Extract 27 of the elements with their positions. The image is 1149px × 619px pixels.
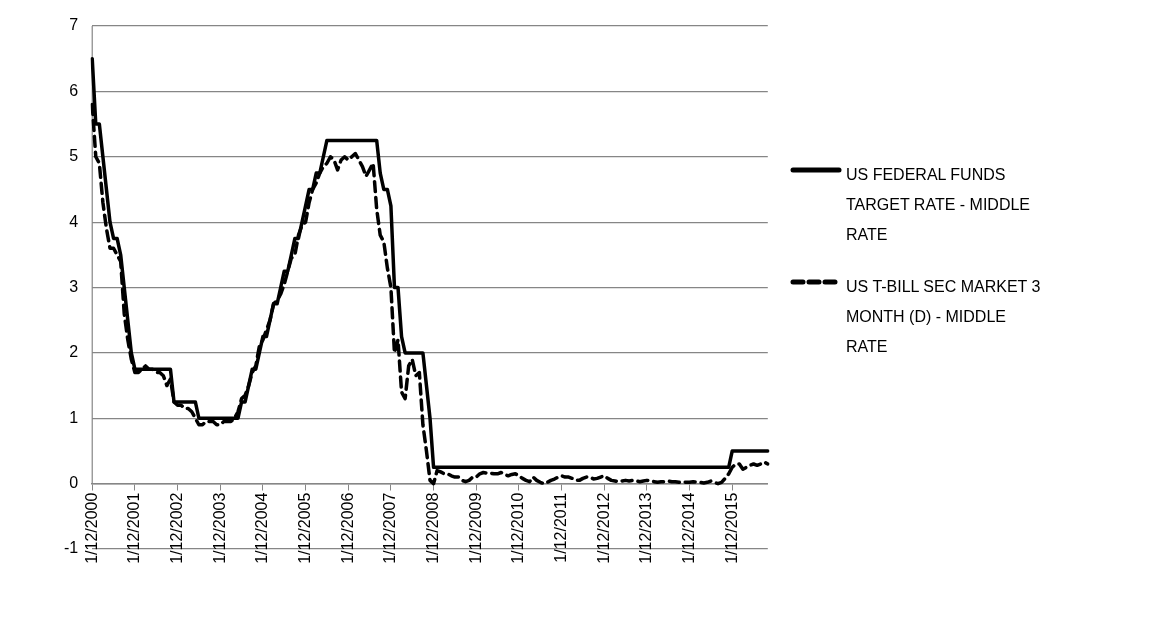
- x-tick-label: 1/12/2002: [167, 492, 185, 564]
- y-tick-label: 2: [69, 343, 79, 361]
- y-tick-label: 0: [69, 474, 79, 492]
- y-tick-label: 4: [69, 212, 79, 230]
- x-tick-label: 1/12/2005: [295, 492, 313, 564]
- x-tick-label: 1/12/2014: [679, 492, 697, 564]
- y-tick-label: 3: [69, 277, 79, 295]
- y-tick-label: 1: [69, 408, 79, 426]
- x-tick-label: 1/12/2015: [722, 492, 740, 564]
- y-tick-label: 6: [69, 81, 79, 99]
- y-tick-label: 7: [69, 16, 79, 34]
- y-tick-label: 5: [69, 147, 79, 165]
- x-tick-label: 1/12/2004: [253, 492, 271, 564]
- y-tick-label: -1: [63, 539, 79, 557]
- x-tick-label: 1/12/2009: [466, 492, 484, 564]
- legend-label: US T-BILL SEC MARKET 3 MONTH (D) - MIDDLE RATE: [846, 277, 1042, 357]
- x-tick-label: 1/12/2012: [594, 492, 612, 564]
- x-tick-label: 1/12/2001: [125, 492, 143, 564]
- x-tick-label: 1/12/2008: [423, 492, 441, 564]
- x-tick-label: 1/12/2010: [509, 492, 527, 564]
- x-tick-label: 1/12/2013: [637, 492, 655, 564]
- x-tick-label: 1/12/2000: [82, 492, 100, 564]
- legend-label: US FEDERAL FUNDS TARGET RATE - MIDDLE RATE: [846, 165, 1031, 245]
- x-tick-label: 1/12/2007: [381, 492, 399, 564]
- x-tick-label: 1/12/2011: [551, 492, 569, 563]
- x-tick-label: 1/12/2003: [210, 492, 228, 564]
- x-tick-label: 1/12/2006: [338, 492, 356, 564]
